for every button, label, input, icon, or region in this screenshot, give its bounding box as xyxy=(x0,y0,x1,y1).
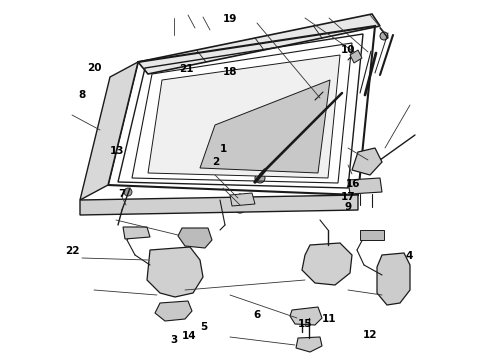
Text: 10: 10 xyxy=(341,45,355,55)
Text: 16: 16 xyxy=(345,179,360,189)
Text: 14: 14 xyxy=(181,331,196,341)
Polygon shape xyxy=(350,50,362,63)
Circle shape xyxy=(316,253,340,277)
Text: 1: 1 xyxy=(220,144,226,154)
Circle shape xyxy=(380,32,388,40)
Polygon shape xyxy=(147,247,203,297)
Text: 7: 7 xyxy=(118,189,125,199)
Polygon shape xyxy=(230,193,255,206)
Text: 22: 22 xyxy=(65,246,80,256)
Text: 18: 18 xyxy=(223,67,238,77)
Polygon shape xyxy=(148,55,340,178)
Polygon shape xyxy=(352,148,382,175)
Polygon shape xyxy=(296,337,322,352)
Polygon shape xyxy=(200,80,330,173)
Circle shape xyxy=(323,260,333,270)
Polygon shape xyxy=(360,230,384,240)
Circle shape xyxy=(161,256,189,284)
Text: 8: 8 xyxy=(79,90,86,100)
Circle shape xyxy=(255,173,265,183)
Text: 4: 4 xyxy=(405,251,413,261)
Polygon shape xyxy=(123,227,150,239)
Polygon shape xyxy=(377,253,410,305)
Polygon shape xyxy=(138,14,380,74)
Polygon shape xyxy=(178,228,212,248)
Text: 15: 15 xyxy=(297,319,312,329)
Text: 13: 13 xyxy=(109,146,124,156)
Text: 9: 9 xyxy=(344,202,351,212)
Text: 3: 3 xyxy=(171,335,177,345)
Circle shape xyxy=(168,263,182,277)
Polygon shape xyxy=(155,301,192,321)
Text: 5: 5 xyxy=(200,322,207,332)
Text: 2: 2 xyxy=(212,157,219,167)
Text: 20: 20 xyxy=(87,63,101,73)
Text: 19: 19 xyxy=(223,14,238,24)
Text: 6: 6 xyxy=(254,310,261,320)
Polygon shape xyxy=(302,243,352,285)
Polygon shape xyxy=(348,178,382,194)
Text: 11: 11 xyxy=(322,314,337,324)
Text: 21: 21 xyxy=(179,64,194,74)
Text: 17: 17 xyxy=(341,192,355,202)
Polygon shape xyxy=(80,195,358,215)
Circle shape xyxy=(234,201,246,213)
Circle shape xyxy=(310,95,320,105)
Polygon shape xyxy=(290,307,322,325)
Text: 12: 12 xyxy=(363,330,377,340)
Polygon shape xyxy=(80,62,138,200)
Circle shape xyxy=(124,188,132,196)
